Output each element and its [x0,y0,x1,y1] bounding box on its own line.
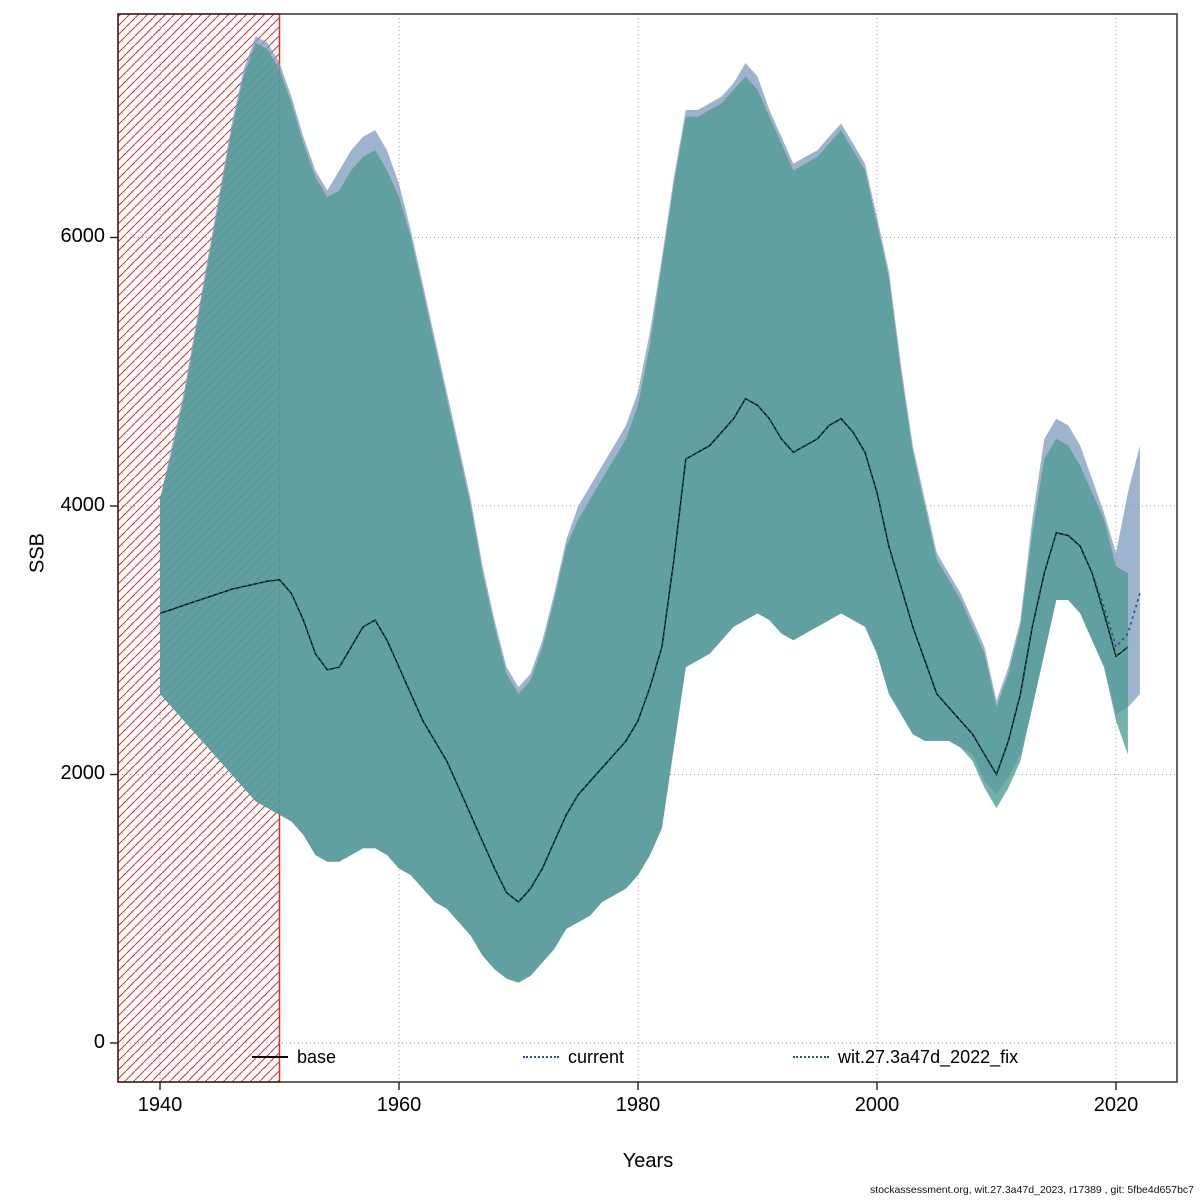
legend-line-sample-current [523,1056,559,1058]
legend-line-sample-base [252,1056,288,1058]
y-tick-label-4000: 4000 [60,494,106,516]
legend-label-fix: wit.27.3a47d_2022_fix [838,1046,1019,1067]
confidence-band-fix [160,42,1128,983]
x-axis-title: Years [622,1150,674,1172]
legend-item-current: current [523,1045,624,1069]
legend-label-base: base [297,1046,337,1067]
x-tick-label-2000: 2000 [854,1094,900,1116]
x-tick-label-1980: 1980 [615,1094,661,1116]
legend-item-base: base [252,1045,336,1069]
axis-ticks [110,236,1117,1090]
y-tick-label-6000: 6000 [60,225,106,247]
y-axis-title: SSB [26,532,49,574]
median-line-fix [159,397,1129,904]
y-tick-label-0: 0 [93,1031,105,1053]
legend-line-sample-fix [793,1056,829,1058]
footer-source-note: stockassessment.org, wit.27.3a47d_2023, … [870,1184,1194,1196]
y-tick-label-2000: 2000 [60,762,106,784]
plot-frame [117,13,1178,1083]
x-tick-label-1960: 1960 [376,1094,422,1116]
x-tick-label-1940: 1940 [137,1094,183,1116]
x-tick-label-2020: 2020 [1093,1094,1139,1116]
legend-label-current: current [568,1046,625,1067]
legend-item-fix: wit.27.3a47d_2022_fix [793,1045,1018,1069]
